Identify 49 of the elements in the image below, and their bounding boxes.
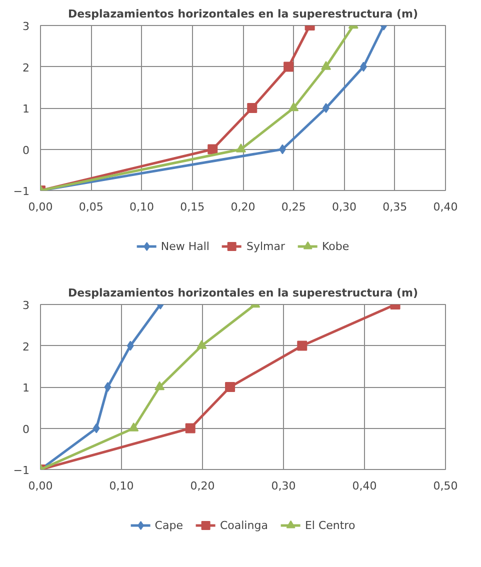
x-tick-label: 0,35: [382, 200, 408, 214]
x-tick-label: 0,30: [332, 200, 357, 214]
point: [185, 423, 196, 434]
x-tick-label: 0,15: [180, 200, 205, 214]
legend-label: New Hall: [160, 240, 210, 252]
point: [92, 423, 100, 434]
x-tick-label: 0,00: [28, 200, 53, 214]
point: [236, 144, 246, 152]
x-tick-label: 0,50: [433, 480, 458, 492]
point: [225, 382, 236, 392]
y-tick-label: 3: [22, 20, 30, 33]
y-tick-label: 1: [22, 382, 30, 394]
y-tick-label: 2: [22, 61, 30, 74]
point: [278, 144, 286, 154]
x-tick-label: 0,05: [78, 200, 104, 214]
point: [284, 62, 294, 72]
legend-label: Coalinga: [220, 518, 268, 532]
y-tick-label: 1: [22, 102, 30, 116]
x-tick-label: 0,40: [352, 480, 377, 492]
y-tick-label: 0: [22, 422, 30, 436]
x-tick-label: 0,10: [130, 200, 154, 214]
x-tick-label: 0,40: [433, 200, 458, 214]
y-tick-label: 3: [22, 299, 30, 312]
point: [126, 340, 134, 351]
y-tick-label: −1: [13, 185, 30, 198]
x-tick-label: 0,20: [190, 480, 215, 492]
legend-label: Sylmar: [246, 240, 285, 252]
y-tick-label: −1: [13, 464, 30, 477]
point: [208, 144, 218, 154]
x-tick-label: 0,00: [28, 480, 53, 492]
x-tick-label: 0,10: [109, 480, 134, 492]
legend-label: Cape: [154, 518, 183, 532]
legend-label: Kobe: [322, 240, 350, 252]
chart-title: Desplazamientos horizontales en la superestructura (m): [68, 8, 418, 20]
point: [128, 422, 139, 432]
point: [360, 62, 367, 72]
point: [322, 103, 330, 113]
y-tick-label: 0: [22, 144, 30, 157]
y-tick-label: 2: [22, 340, 30, 354]
point: [104, 382, 112, 392]
x-tick-label: 0,30: [271, 480, 296, 492]
point: [154, 381, 165, 390]
point: [297, 340, 308, 351]
legend-label: El Centro: [304, 518, 356, 532]
x-tick-label: 0,25: [281, 200, 306, 214]
x-tick-label: 0,20: [230, 200, 256, 214]
point: [288, 102, 299, 112]
point: [247, 103, 258, 113]
chart-title: Desplazamientos horizontales en la superestructura (m): [68, 286, 418, 300]
